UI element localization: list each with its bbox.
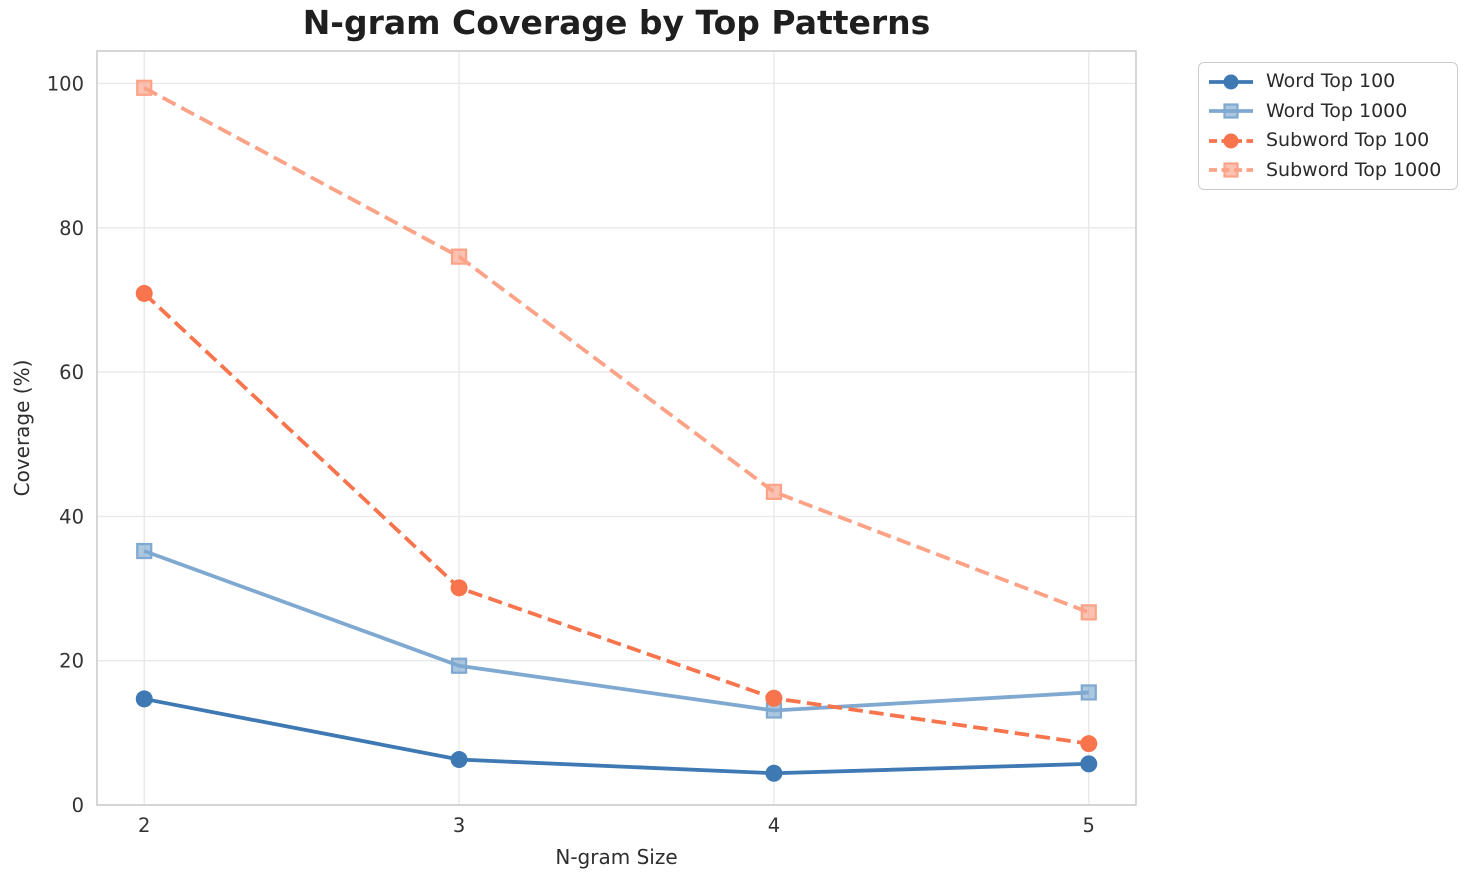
legend: Word Top 100 Word Top 1000 Subword Top 100… (1198, 62, 1458, 190)
x-tick-label-2: 2 (138, 814, 150, 837)
marker-subword-top-100-2 (135, 284, 153, 302)
y-tick-label-60: 60 (59, 361, 84, 384)
marker-word-top-100-3 (450, 751, 468, 769)
legend-label-word-top-1000: Word Top 1000 (1266, 99, 1408, 122)
marker-word-top-1000-5 (1080, 684, 1097, 701)
y-tick-label-80: 80 (59, 217, 84, 240)
legend-item-subword-top-1000: Subword Top 1000 (1199, 156, 1457, 185)
chart-title: N-gram Coverage by Top Patterns (302, 3, 931, 42)
legend-label-word-top-100: Word Top 100 (1266, 70, 1396, 93)
legend-label-subword-top-100: Subword Top 100 (1266, 129, 1430, 152)
marker-subword-top-100-4 (765, 689, 783, 707)
legend-item-word-top-1000: Word Top 1000 (1199, 97, 1457, 126)
marker-subword-top-100-5 (1080, 735, 1098, 753)
series-line-subword-top-1000 (143, 86, 1090, 615)
marker-subword-top-1000-3 (450, 248, 468, 265)
y-tick-label-100: 100 (47, 72, 84, 95)
legend-swatch-word-top-1000 (1209, 103, 1253, 119)
legend-swatch-word-top-100 (1209, 74, 1253, 90)
marker-subword-top-1000-2 (136, 79, 153, 96)
y-tick-label-0: 0 (72, 794, 84, 817)
legend-swatch-subword-top-1000 (1209, 162, 1253, 178)
x-tick-label-3: 3 (453, 814, 465, 837)
y-axis-label: Coverage (%) (10, 359, 34, 497)
legend-item-subword-top-100: Subword Top 100 (1199, 126, 1457, 155)
legend-label-subword-top-1000: Subword Top 1000 (1266, 158, 1442, 181)
plot-border (96, 50, 1137, 806)
marker-word-top-1000-3 (450, 657, 468, 674)
marker-word-top-100-2 (135, 690, 153, 708)
legend-item-word-top-100: Word Top 100 (1199, 67, 1457, 96)
series-line-subword-top-100 (142, 292, 1090, 746)
marker-word-top-1000-2 (136, 542, 153, 560)
marker-subword-top-1000-4 (765, 483, 783, 500)
marker-subword-top-1000-5 (1080, 604, 1097, 621)
series-line-word-top-1000 (143, 549, 1089, 713)
legend-marker-subword-top-100 (1223, 133, 1239, 149)
legend-swatch-subword-top-100 (1209, 133, 1253, 149)
y-tick-label-20: 20 (59, 650, 84, 673)
y-tick-label-40: 40 (59, 505, 84, 528)
legend-marker-word-top-100 (1223, 74, 1239, 90)
x-tick-label-5: 5 (1083, 814, 1095, 837)
marker-word-top-100-4 (765, 764, 783, 782)
legend-marker-word-top-1000 (1223, 103, 1239, 119)
x-tick-label-4: 4 (768, 814, 780, 837)
series-line-word-top-100 (143, 697, 1089, 776)
legend-marker-subword-top-1000 (1223, 162, 1239, 178)
marker-word-top-100-5 (1080, 755, 1098, 773)
marker-subword-top-100-3 (450, 579, 468, 597)
x-axis-label: N-gram Size (555, 845, 678, 869)
